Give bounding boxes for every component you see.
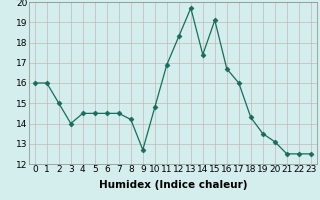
X-axis label: Humidex (Indice chaleur): Humidex (Indice chaleur) [99, 180, 247, 190]
